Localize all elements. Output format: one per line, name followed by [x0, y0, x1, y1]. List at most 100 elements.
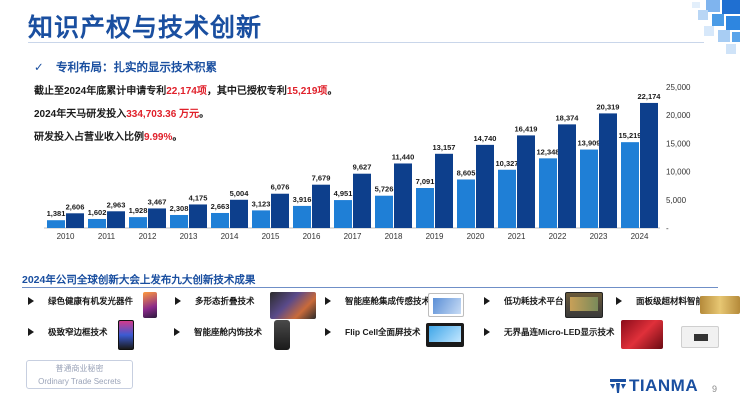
- corner-mosaic-decoration: [692, 0, 740, 54]
- low-power-display-image: [565, 292, 603, 318]
- y-tick-label: 10,000: [666, 168, 691, 177]
- bar: [148, 208, 166, 228]
- data-label: 5,004: [230, 189, 250, 198]
- innovation-item-label: 智能座舱集成传感技术: [345, 296, 431, 306]
- data-label: 8,605: [457, 168, 476, 177]
- arrow-right-icon: [323, 296, 333, 306]
- x-tick-label: 2024: [631, 232, 649, 241]
- stat-text: 。: [327, 86, 338, 97]
- x-tick-label: 2023: [590, 232, 608, 241]
- data-label: 12,348: [537, 147, 560, 156]
- data-label: 2,606: [66, 202, 85, 211]
- arrow-right-icon: [482, 327, 492, 337]
- narrow-bezel-device-image: [118, 320, 134, 350]
- data-label: 7,091: [416, 177, 435, 186]
- arrow-right-icon: [482, 296, 492, 306]
- bar: [640, 102, 658, 228]
- bar: [621, 142, 639, 228]
- data-label: 1,602: [88, 208, 107, 217]
- cockpit-sensor-image: [428, 293, 464, 317]
- data-label: 3,916: [293, 195, 312, 204]
- data-label: 4,951: [334, 189, 353, 198]
- stat-text: ，其中已授权专利: [206, 86, 287, 97]
- bar: [599, 113, 617, 228]
- data-label: 14,740: [474, 134, 497, 143]
- data-label: 9,627: [353, 163, 372, 172]
- data-label: 13,157: [433, 143, 456, 152]
- tianma-logo-text: TIANMA: [629, 376, 699, 395]
- innovation-item-label: 多形态折叠技术: [195, 296, 255, 306]
- bar: [47, 220, 65, 228]
- x-tick-label: 2020: [467, 232, 485, 241]
- section-subtitle-text: 专利布局：扎实的显示技术积累: [56, 62, 217, 74]
- bar: [211, 212, 229, 228]
- data-label: 16,419: [515, 124, 538, 133]
- arrow-right-icon: [323, 327, 333, 337]
- bar: [394, 163, 412, 228]
- innovation-heading: 2024年公司全球创新大会上发布九大创新技术成果: [22, 274, 256, 286]
- bar: [66, 213, 84, 228]
- flip-cell-laptop-image: [426, 323, 464, 347]
- watermark-line-en: Ordinary Trade Secrets: [38, 377, 121, 386]
- x-tick-label: 2022: [549, 232, 567, 241]
- arrow-right-icon: [26, 327, 36, 337]
- arrow-right-icon: [26, 296, 36, 306]
- y-tick-label: -: [666, 224, 669, 233]
- bar: [416, 188, 434, 228]
- bar: [517, 135, 535, 228]
- data-label: 20,319: [597, 102, 620, 111]
- innovation-item: 极致窄边框技术: [26, 326, 108, 338]
- x-tick-label: 2019: [426, 232, 444, 241]
- data-label: 5,726: [375, 185, 394, 194]
- stat-line-rnd-ratio: 研发投入占营业收入比例9.99%。: [34, 128, 182, 143]
- innovation-item: 面板级超材料智能天线技术: [614, 295, 738, 307]
- bar: [375, 195, 393, 228]
- x-tick-label: 2015: [262, 232, 280, 241]
- data-label: 4,175: [189, 193, 208, 202]
- bar: [353, 173, 371, 228]
- cockpit-interior-image: [274, 320, 290, 350]
- arrow-right-icon: [172, 327, 182, 337]
- data-label: 1,381: [47, 209, 66, 218]
- data-label: 2,963: [107, 200, 126, 209]
- innovation-item-label: 无界晶连Micro-LED显示技术: [504, 327, 615, 337]
- innovation-item: 智能座舱集成传感技术: [323, 295, 430, 307]
- stat-highlight: 15,219项: [286, 86, 328, 97]
- bar: [129, 217, 147, 228]
- stat-text: 。: [172, 132, 183, 143]
- x-tick-label: 2011: [98, 232, 116, 241]
- bar: [334, 200, 352, 228]
- bar: [312, 184, 330, 228]
- innovation-item-label: 绿色健康有机发光器件: [48, 296, 134, 306]
- stat-text: 。: [199, 109, 210, 120]
- stat-highlight: 9.99%: [144, 132, 173, 143]
- oled-device-image: [143, 292, 157, 318]
- innovation-item: 智能座舱内饰技术: [172, 326, 262, 338]
- innovation-item: 绿色健康有机发光器件: [26, 295, 133, 307]
- bar: [107, 211, 125, 228]
- title-divider: [28, 42, 704, 43]
- innovation-item: 多形态折叠技术: [173, 295, 255, 307]
- x-tick-label: 2010: [57, 232, 75, 241]
- x-tick-label: 2018: [385, 232, 403, 241]
- y-tick-label: 15,000: [666, 139, 691, 148]
- data-label: 1,928: [129, 206, 148, 215]
- arrow-right-icon: [614, 296, 624, 306]
- bar: [558, 124, 576, 228]
- data-label: 11,440: [392, 152, 415, 161]
- foldable-device-image: [270, 292, 316, 319]
- bar: [293, 205, 311, 228]
- y-tick-label: 25,000: [666, 83, 691, 92]
- data-label: 3,123: [252, 199, 271, 208]
- micro-led-display-image: [621, 320, 663, 349]
- stat-text: 研发投入占营业收入比例: [34, 132, 144, 143]
- x-tick-label: 2017: [344, 232, 362, 241]
- innovation-item-label: 极致窄边框技术: [48, 327, 108, 337]
- y-tick-label: 20,000: [666, 111, 691, 120]
- x-tick-label: 2013: [180, 232, 198, 241]
- stat-highlight: 22,174项: [166, 86, 207, 97]
- bar: [476, 144, 494, 228]
- innovation-item: 低功耗技术平台: [482, 295, 564, 307]
- bar: [498, 169, 516, 228]
- page-title: 知识产权与技术创新: [28, 14, 263, 42]
